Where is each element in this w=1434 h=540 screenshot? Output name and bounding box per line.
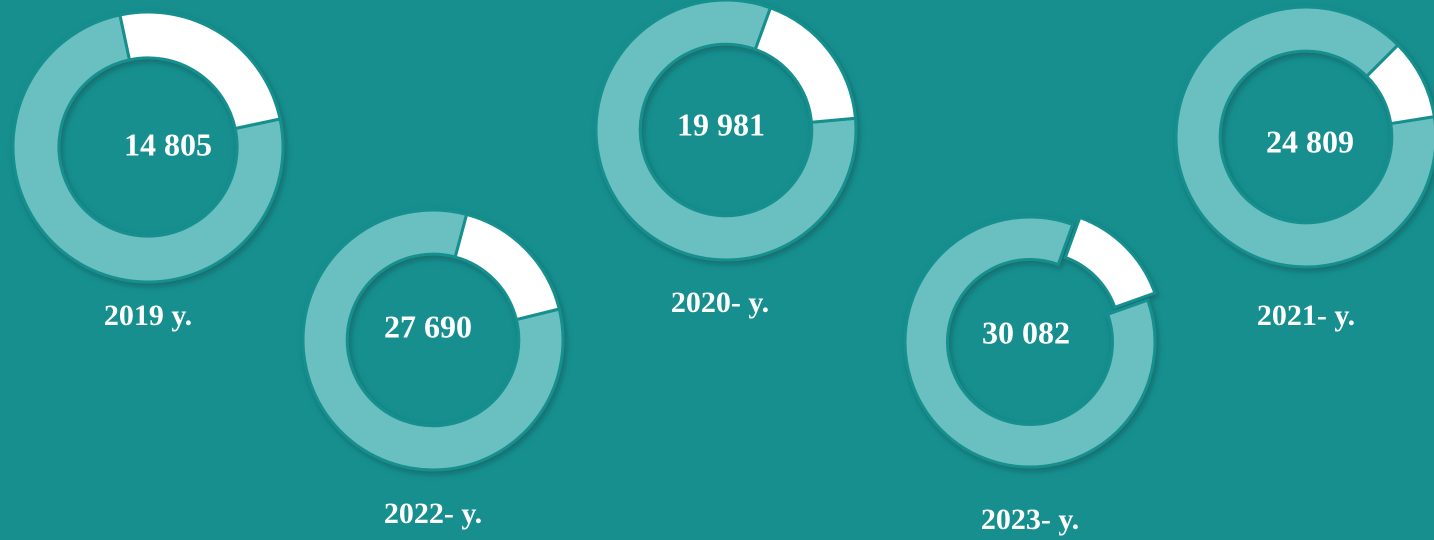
donut-ring (594, 0, 858, 262)
donut-share (453, 212, 562, 322)
donut-share (753, 5, 858, 124)
donut-share (1364, 42, 1434, 126)
donut-share (1063, 215, 1157, 310)
donut (301, 208, 565, 472)
donut-year: 2021- y. (1257, 299, 1355, 332)
donut-ring (903, 215, 1157, 469)
donut-value: 27 690 (384, 308, 472, 344)
donut-ring (301, 208, 565, 472)
donut (1174, 5, 1434, 269)
donut-value: 24 809 (1266, 123, 1354, 159)
donut-ring (11, 13, 285, 284)
donut-year: 2023- y. (981, 503, 1079, 536)
donut (11, 10, 285, 284)
donut-share (118, 10, 282, 131)
donut-year: 2020- y. (671, 286, 769, 319)
donut-year: 2022- y. (384, 497, 482, 530)
donut (594, 0, 858, 262)
donut (903, 215, 1157, 469)
donut-year: 2019 y. (104, 299, 192, 332)
donut-value: 30 082 (982, 314, 1070, 350)
donut-value: 19 981 (677, 106, 765, 142)
donut-value: 14 805 (124, 126, 212, 162)
